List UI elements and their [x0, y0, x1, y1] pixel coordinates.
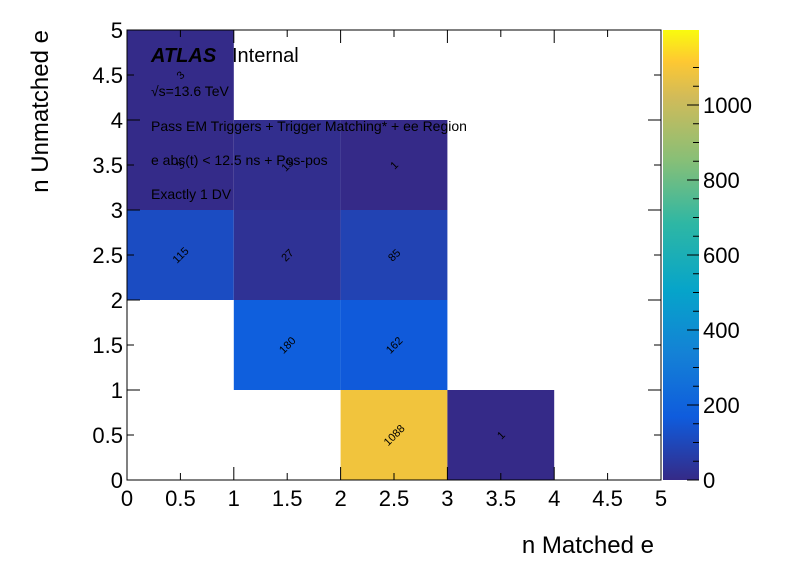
- y-tick-label: 4: [111, 108, 123, 133]
- x-tick-label: 1.5: [272, 486, 303, 511]
- x-tick-label: 0.5: [165, 486, 196, 511]
- x-tick-label: 2: [334, 486, 346, 511]
- atlas-label: ATLAS: [150, 45, 217, 67]
- selection-line-3: Exactly 1 DV: [151, 186, 232, 202]
- x-tick-label: 3: [441, 486, 453, 511]
- y-tick-label: 2: [111, 288, 123, 313]
- y-tick-label: 0.5: [92, 423, 123, 448]
- internal-label: Internal: [232, 45, 299, 67]
- selection-line-1: Pass EM Triggers + Trigger Matching* + e…: [151, 118, 467, 134]
- heatmap-cell: [127, 120, 234, 210]
- colorbar-tick-label: 1000: [703, 93, 752, 118]
- colorbar-tick-label: 0: [703, 468, 715, 493]
- x-tick-label: 0: [121, 486, 133, 511]
- heatmap-cell: [127, 30, 234, 120]
- selection-line-2: e abs(t) < 12.5 ns + Pos-pos: [151, 152, 328, 168]
- y-tick-label: 1: [111, 378, 123, 403]
- x-tick-label: 1: [228, 486, 240, 511]
- colorbar-tick-label: 200: [703, 393, 740, 418]
- y-tick-label: 0: [111, 468, 123, 493]
- heatmap-cell: [340, 210, 448, 300]
- heatmap-cell: [233, 210, 341, 300]
- colorbar-ticks: 0 200 400 600 800 1000: [687, 67, 752, 493]
- heatmap-cell: [447, 390, 555, 480]
- y-tick-label: 3: [111, 198, 123, 223]
- x-axis-title: n Matched e: [522, 532, 654, 559]
- colorbar-tick-label: 800: [703, 168, 740, 193]
- x-tick-label: 5: [655, 486, 667, 511]
- x-tick-label: 3.5: [486, 486, 517, 511]
- x-tick-label: 4.5: [592, 486, 623, 511]
- y-tick-label: 1.5: [92, 333, 123, 358]
- heatmap-cell: [127, 210, 234, 300]
- cells-layer: [127, 30, 555, 480]
- colorbar-tick-label: 400: [703, 318, 740, 343]
- heatmap-cell: [340, 120, 448, 210]
- y-tick-label: 3.5: [92, 153, 123, 178]
- colorbar-tick-label: 600: [703, 243, 740, 268]
- heatmap-cell: [340, 390, 448, 480]
- energy-label: √s=13.6 TeV: [151, 83, 230, 99]
- x-tick-label: 2.5: [379, 486, 410, 511]
- y-tick-label: 5: [111, 18, 123, 43]
- x-axis-ticks: 0 0.5 1 1.5 2 2.5 3 3.5 4 4.5 5: [121, 30, 667, 511]
- heatmap-cell: [233, 300, 341, 390]
- y-tick-label: 2.5: [92, 243, 123, 268]
- y-axis-ticks: 0 0.5 1 1.5 2 2.5 3 3.5 4 4.5 5: [92, 18, 661, 493]
- y-tick-label: 4.5: [92, 63, 123, 88]
- heatmap-cell: [340, 300, 448, 390]
- heatmap-cell: [233, 120, 341, 210]
- annotation-block: ATLAS Internal √s=13.6 TeV Pass EM Trigg…: [150, 45, 467, 202]
- x-tick-label: 4: [548, 486, 560, 511]
- y-axis-title: n Unmatched e: [27, 30, 54, 193]
